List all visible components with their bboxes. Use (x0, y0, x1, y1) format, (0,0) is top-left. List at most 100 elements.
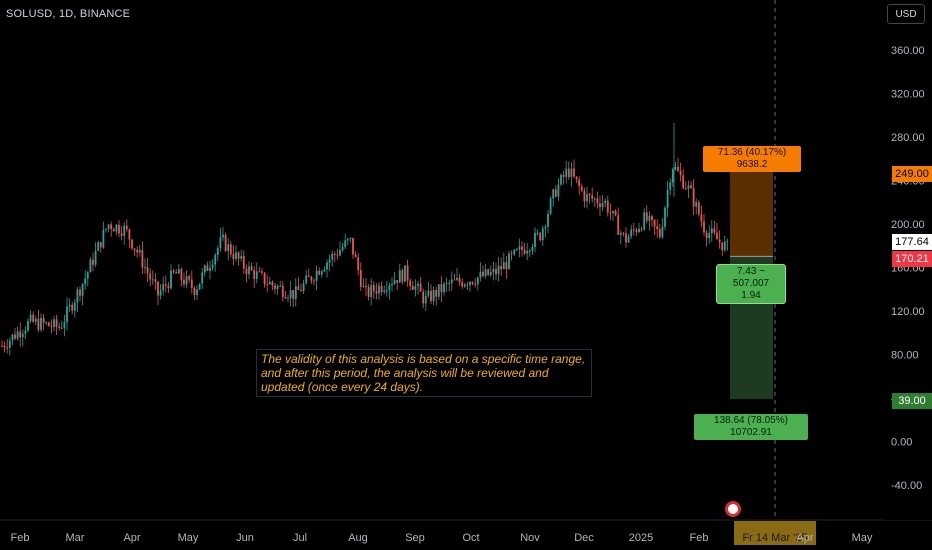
candle-body (235, 252, 237, 259)
candle-body (336, 254, 339, 256)
candle-body (16, 331, 19, 339)
candle-body (700, 214, 703, 222)
candle-body (531, 246, 534, 251)
candle-body (164, 284, 167, 286)
candle-body (430, 290, 432, 302)
candle-body (136, 249, 139, 253)
candle-body (266, 284, 269, 286)
candle-body (648, 215, 651, 221)
candle-body (201, 272, 204, 284)
candle-body (294, 286, 297, 299)
candle-body (383, 290, 386, 292)
candle-body (367, 287, 370, 297)
candle-body (300, 289, 302, 292)
candle-body (666, 189, 669, 208)
candle-body (84, 278, 87, 284)
candle-body (427, 290, 430, 296)
candle-body (188, 276, 191, 280)
candle-body (601, 203, 604, 207)
candle-body (138, 250, 141, 253)
target-stats-label: 71.36 (40.17%) 9638.2 (703, 146, 801, 172)
candle-body (487, 269, 490, 276)
candle-body (526, 250, 529, 254)
candle-body (53, 319, 55, 328)
candle-body (237, 252, 240, 259)
candle-body (279, 285, 282, 287)
last-price-tag: 177.64 (892, 234, 932, 250)
currency-selector[interactable]: USD (887, 4, 925, 24)
candle-body (302, 283, 305, 292)
candle-body (580, 186, 583, 191)
candle-body (37, 318, 40, 330)
candle-body (159, 290, 162, 296)
candle-body (562, 174, 565, 177)
candle-body (554, 189, 557, 197)
candle-body (393, 280, 396, 284)
candle-body (167, 285, 170, 289)
candle-body (726, 240, 729, 242)
risk-reward-qty: 7.43 ~ 507.007 (732, 266, 770, 289)
target-price-tag: 249.00 (892, 166, 932, 182)
candle-body (141, 250, 144, 268)
candle-body (474, 283, 477, 285)
candle-body (287, 297, 289, 299)
candle-body (495, 268, 497, 275)
candle-body (489, 271, 492, 276)
candle-body (614, 210, 617, 216)
candle-body (211, 264, 214, 268)
candle-body (318, 270, 321, 275)
candle-body (664, 207, 666, 227)
candle-body (565, 168, 568, 177)
candle-body (339, 249, 341, 256)
candle-body (120, 233, 123, 236)
candle-body (63, 322, 66, 328)
candle-body (632, 229, 635, 231)
candle-body (144, 267, 146, 269)
candle-body (162, 284, 165, 291)
candle-body (349, 237, 352, 239)
candle-body (687, 185, 690, 189)
candle-body (640, 228, 643, 230)
profit-zone[interactable] (730, 170, 773, 257)
candle-body (578, 179, 581, 187)
candle-body (515, 249, 518, 251)
candle-body (214, 254, 217, 265)
candle-body (362, 285, 365, 287)
candle-body (92, 259, 94, 265)
candle-body (469, 281, 471, 286)
candle-body (437, 284, 440, 297)
analysis-note[interactable]: The validity of this analysis is based o… (256, 349, 592, 397)
candle-body (534, 232, 536, 247)
candle-body (331, 253, 334, 260)
candle-body (479, 271, 482, 278)
candle-body (352, 237, 354, 255)
candle-body (684, 188, 687, 190)
candle-body (359, 270, 362, 287)
candle-body (8, 340, 11, 348)
candle-body (172, 270, 175, 273)
candle-body (154, 279, 157, 282)
candle-body (417, 283, 419, 287)
candle-body (185, 276, 188, 285)
candle-body (547, 213, 549, 227)
candle-body (284, 296, 287, 299)
price-tick-label: -40.00 (891, 480, 922, 492)
candle-body (47, 322, 50, 327)
candle-body (586, 194, 588, 202)
candle-body (79, 289, 81, 296)
candle-body (1, 345, 3, 347)
time-tick-label: Nov (520, 532, 540, 544)
candle-body (375, 291, 378, 294)
candle-body (170, 270, 172, 289)
candle-body (341, 247, 344, 250)
candle-body (292, 290, 295, 299)
candle-body (695, 202, 698, 207)
candle-body (435, 289, 438, 297)
candle-body (307, 275, 310, 277)
candle-body (604, 200, 607, 204)
risk-reward-label: 7.43 ~ 507.007 1.94 (716, 264, 786, 304)
candle-body (365, 285, 367, 288)
